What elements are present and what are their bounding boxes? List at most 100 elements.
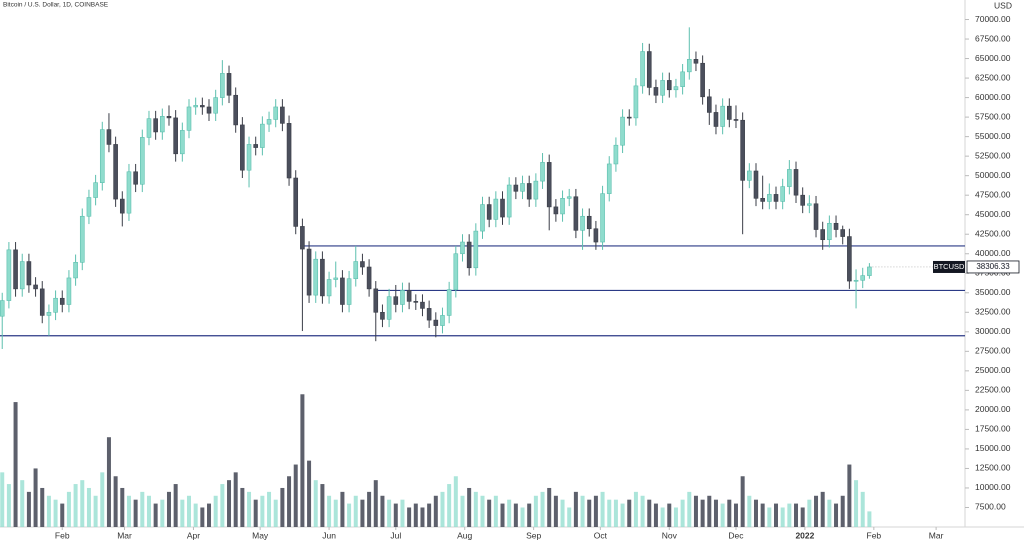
x-tick-label: Mar <box>117 530 132 540</box>
x-tick-label: May <box>252 530 269 540</box>
candle-body <box>13 249 18 290</box>
candle-body <box>240 124 245 171</box>
volume-bar <box>447 484 452 527</box>
candle-body <box>266 119 272 125</box>
candle-body <box>440 315 445 326</box>
volume-bar <box>747 495 752 527</box>
currency-label: USD <box>994 0 1012 10</box>
candle-body <box>660 80 665 96</box>
candle-body <box>260 123 265 148</box>
volume-bar <box>427 503 432 527</box>
candle-body <box>300 226 305 250</box>
volume-bar <box>814 495 819 527</box>
volume-bar <box>280 487 285 527</box>
candle-body <box>200 105 205 108</box>
volume-bar <box>133 499 138 527</box>
y-tick-label: 30000.00 <box>975 326 1011 336</box>
volume-bar <box>473 491 478 527</box>
volume-bar <box>393 503 398 527</box>
candle-body <box>180 130 185 155</box>
candle-body <box>747 170 752 181</box>
volume-bar <box>633 491 638 527</box>
volume-bar <box>307 460 312 527</box>
y-tick-label: 27500.00 <box>975 346 1011 356</box>
price-tag-text: 38306.33 <box>976 262 1010 271</box>
candle-body <box>526 183 532 200</box>
volume-bar <box>600 491 605 527</box>
candle-body <box>286 123 292 179</box>
volume-bar <box>26 491 31 527</box>
volume-bar <box>240 487 245 527</box>
candle-body <box>566 196 572 199</box>
candle-body <box>460 241 465 255</box>
candle-body <box>6 249 12 301</box>
y-tick-label: 67500.00 <box>975 33 1011 43</box>
volume-bar <box>593 495 598 527</box>
candle-body <box>753 170 759 199</box>
volume-bar <box>6 484 11 527</box>
candle-body <box>813 203 819 230</box>
candle-body <box>53 297 58 313</box>
volume-bar <box>800 507 805 527</box>
candle-body <box>140 137 145 185</box>
candle-body <box>620 116 625 146</box>
candle-body <box>213 97 218 114</box>
candle-body <box>840 229 846 237</box>
x-tick-label: Jul <box>390 530 401 540</box>
candle-body <box>740 119 745 181</box>
volume-bar <box>313 480 318 527</box>
volume-bar <box>180 499 185 527</box>
volume-bar <box>453 476 458 527</box>
volume-bar <box>367 491 372 527</box>
candle-body <box>686 59 692 73</box>
candle-body <box>66 277 72 305</box>
candle-body <box>33 284 38 290</box>
volume-bar <box>740 476 745 527</box>
volume-bar <box>213 495 218 527</box>
volume-bar <box>753 499 758 527</box>
candle-body <box>787 169 792 187</box>
volume-bar <box>267 491 272 527</box>
y-tick-label: 55000.00 <box>975 131 1011 141</box>
volume-bar <box>0 472 5 527</box>
candle-body <box>273 106 279 120</box>
volume-bar <box>100 472 105 527</box>
candle-body <box>800 194 805 206</box>
volume-bar <box>727 499 732 527</box>
volume-bar <box>673 507 678 527</box>
volume-bar <box>140 491 145 527</box>
volume-bar <box>106 437 111 527</box>
volume-bar <box>253 499 258 527</box>
candle-body <box>700 62 705 98</box>
volume-bar <box>520 507 525 527</box>
candle-body <box>860 275 866 281</box>
candle-body <box>520 183 525 192</box>
volume-bar <box>460 495 465 527</box>
candle-body <box>847 236 852 282</box>
candle-body <box>666 80 672 91</box>
volume-bar <box>347 503 352 527</box>
volume-bar <box>847 464 852 527</box>
candle-body <box>640 51 645 87</box>
candle-body <box>727 105 732 120</box>
candle-body <box>160 116 165 133</box>
volume-bar <box>687 491 692 527</box>
candle-body <box>820 229 825 240</box>
y-tick-label: 35000.00 <box>975 287 1011 297</box>
candle-body <box>853 279 859 282</box>
volume-bar <box>287 476 292 527</box>
x-tick-label: Mar <box>929 530 944 540</box>
candle-body <box>126 171 132 214</box>
y-tick-label: 22500.00 <box>975 385 1011 395</box>
candle-body <box>353 261 359 280</box>
volume-bar <box>587 499 592 527</box>
volume-bar <box>66 491 71 527</box>
volume-bar <box>407 507 412 527</box>
candle-body <box>340 277 345 305</box>
volume-bar <box>653 503 658 527</box>
volume-bar <box>573 491 578 527</box>
y-tick-label: 62500.00 <box>975 72 1011 82</box>
volume-bar <box>260 495 265 527</box>
y-tick-label: 32500.00 <box>975 307 1011 317</box>
